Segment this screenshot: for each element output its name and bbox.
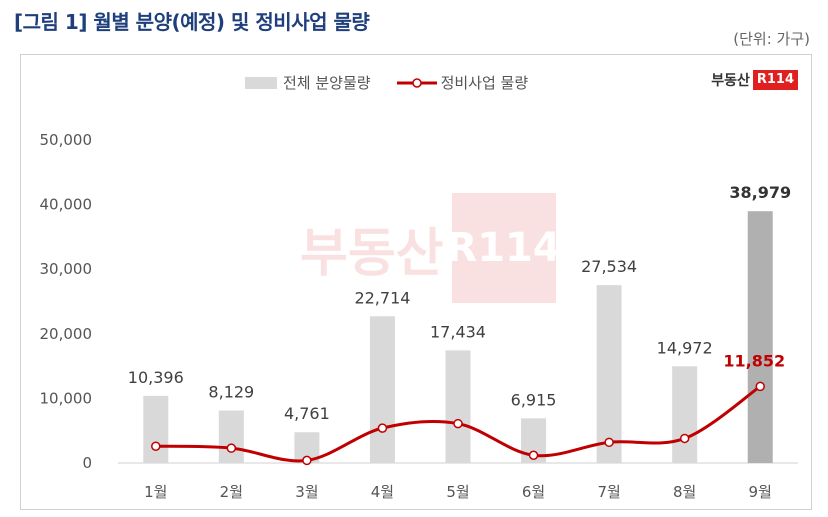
y-tick-label: 0: [82, 454, 92, 472]
legend-item-line: 정비사업 물량: [396, 72, 529, 93]
brand-box: R114: [752, 70, 798, 90]
bar: [143, 395, 169, 463]
y-tick-label: 10,000: [40, 389, 93, 407]
y-tick-label: 50,000: [40, 131, 93, 149]
legend-item-bar: 전체 분양물량: [245, 72, 371, 93]
bar-data-label: 6,915: [511, 390, 557, 409]
x-category-label: 7월: [597, 483, 620, 501]
line-point: [604, 437, 614, 448]
bar: [445, 350, 471, 463]
bar-data-label: 8,129: [208, 382, 254, 401]
bar: [672, 366, 698, 463]
x-category-label: 9월: [749, 483, 772, 501]
legend-bar-label: 전체 분양물량: [283, 74, 371, 92]
bar-data-label: 27,534: [581, 257, 637, 276]
line-point: [528, 450, 539, 460]
line-point: [679, 433, 690, 444]
line-point: [151, 441, 161, 451]
line-point: [453, 418, 463, 429]
brand-text: 부동산: [711, 73, 750, 89]
y-tick-label: 30,000: [40, 260, 93, 278]
brand-logo: 부동산 R114: [711, 70, 798, 90]
bar-data-label: 4,761: [284, 404, 330, 423]
bar-data-label: 17,434: [430, 322, 486, 341]
x-category-label: 6월: [522, 483, 545, 501]
unit-note: (단위: 가구): [733, 30, 810, 48]
chart-frame: [20, 54, 812, 510]
x-category-label: 1월: [144, 483, 167, 501]
bar-data-label: 10,396: [128, 368, 184, 387]
line-data-label: 11,852: [723, 351, 785, 370]
bar-data-label: 22,714: [354, 288, 410, 307]
line-point: [226, 443, 237, 453]
x-category-label: 4월: [371, 483, 394, 501]
y-tick-label: 20,000: [40, 325, 93, 343]
bar-data-label: 38,979: [729, 183, 791, 202]
x-category-label: 2월: [220, 483, 243, 501]
line-point: [755, 381, 765, 392]
figure-title: [그림 1] 월별 분양(예정) 및 정비사업 물량: [14, 10, 370, 34]
bar-data-label: 14,972: [657, 338, 713, 357]
x-category-label: 3월: [295, 483, 318, 501]
bar: [369, 316, 395, 463]
bar: [596, 285, 622, 463]
y-tick-label: 40,000: [40, 196, 93, 214]
legend-line-label: 정비사업 물량: [440, 74, 529, 92]
line-point: [302, 455, 312, 466]
legend-bar-swatch: [245, 76, 277, 89]
legend-line-swatch: [396, 77, 437, 88]
x-category-label: 8월: [673, 483, 696, 501]
legend: 전체 분양물량 정비사업 물량: [245, 72, 554, 93]
x-category-label: 5월: [446, 483, 469, 501]
line-point: [377, 423, 388, 433]
bar: [218, 410, 244, 463]
bar: [747, 211, 773, 463]
